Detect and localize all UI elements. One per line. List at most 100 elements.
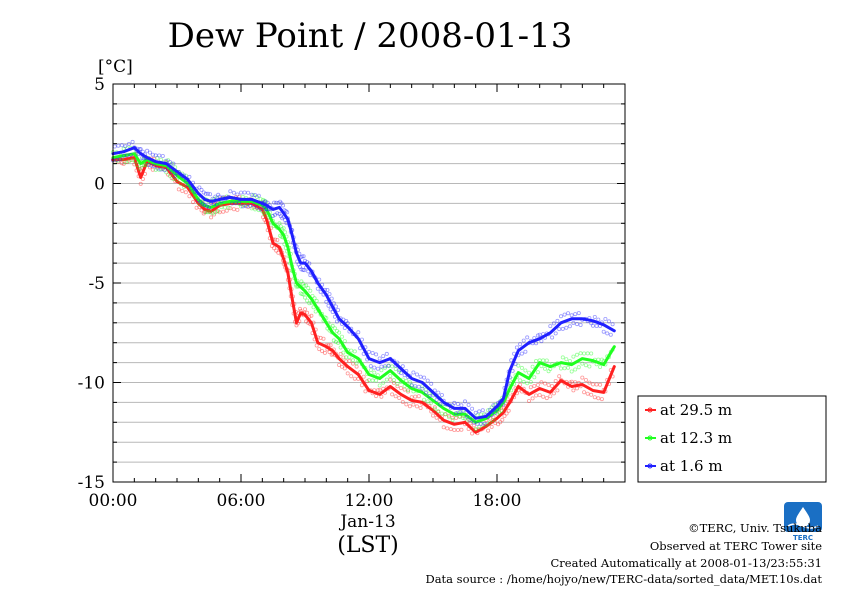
x-tick-label: 12:00 (345, 491, 394, 511)
series-sample-point (544, 396, 549, 401)
series-sample-point (338, 351, 343, 356)
series-sample-point (569, 369, 574, 374)
series-sample-point (235, 192, 240, 197)
x-tick-labels: 00:00 06:00 12:00 18:00 (89, 491, 522, 511)
series-sample-point (211, 212, 216, 217)
series-sample-point (158, 157, 163, 162)
series-sample-point (407, 380, 412, 385)
series-sample-point (382, 364, 387, 369)
series-sample-point (379, 394, 384, 399)
series-sample-point (299, 279, 304, 284)
series-sample-point (305, 298, 310, 303)
series-sample-point (569, 379, 574, 384)
series-sample-point (406, 388, 411, 393)
chart-title: Dew Point / 2008-01-13 (168, 16, 573, 56)
series-sample-point (249, 206, 254, 211)
series-sample-point (434, 397, 439, 402)
x-tick-label: 00:00 (89, 491, 138, 511)
series-sample-point (491, 414, 496, 419)
series-sample-point (445, 426, 450, 431)
series-sample-point (149, 163, 154, 168)
series-sample-point (127, 159, 132, 164)
series-sample-point (436, 409, 441, 414)
series-sample-point (285, 210, 290, 215)
series-sample-point (525, 381, 530, 386)
series-sample-point (470, 406, 475, 411)
series-sample-point (354, 361, 359, 366)
series-sample-point (315, 286, 320, 291)
series-sample-point (388, 373, 393, 378)
series-sample-point (274, 248, 279, 253)
series-sample-point (321, 336, 326, 341)
series-sample-point (317, 347, 322, 352)
series-sample-point (388, 377, 393, 382)
y-tick-label: -10 (78, 374, 105, 394)
series-sample-point (277, 221, 282, 226)
series-sample-point (146, 162, 151, 167)
series-sample-point (411, 402, 416, 407)
series-sample-point (125, 153, 130, 158)
series-sample-point (543, 381, 548, 386)
series-sample-point (307, 301, 312, 306)
series-sample-point (164, 170, 169, 175)
series-sample-point (429, 381, 434, 386)
series-sample-point (598, 364, 603, 369)
series-sample-point (297, 264, 302, 269)
series-sample-point (553, 378, 558, 383)
series-sample-point (544, 358, 549, 363)
series-sample-point (226, 205, 231, 210)
series-sample-point (477, 409, 482, 414)
series-sample-point (370, 350, 375, 355)
series-sample-point (183, 190, 188, 195)
series-sample-point (354, 364, 359, 369)
series-sample-point (471, 420, 476, 425)
axis-ticks (112, 83, 626, 483)
series-sample-point (341, 350, 346, 355)
series-sample-point (349, 348, 354, 353)
x-tick-label: 06:00 (217, 491, 266, 511)
series-sample-point (254, 205, 259, 210)
series-sample-point (318, 289, 323, 294)
series-sample-point (368, 364, 373, 369)
series-sample-point (550, 384, 555, 389)
series-sample-point (541, 358, 546, 363)
series-sample-point (302, 268, 307, 273)
series-sample-point (480, 408, 485, 413)
series-sample-point (205, 210, 210, 215)
series-sample-point (466, 402, 471, 407)
series-sample-point (147, 150, 152, 155)
series-sample-point (390, 392, 395, 397)
series-sample-point (187, 194, 192, 199)
series-sample-point (486, 408, 491, 413)
series-sample-point (119, 143, 124, 148)
series-sample-point (459, 403, 464, 408)
series-sample-point (569, 313, 574, 318)
series-sample-point (393, 366, 398, 371)
series-sample-point (304, 319, 309, 324)
series-sample-point (242, 203, 247, 208)
series-sample-point (263, 199, 268, 204)
series-sample-point (420, 384, 425, 389)
series-sample-point (213, 194, 218, 199)
series-sample-point (174, 177, 179, 182)
series-sample-point (112, 144, 117, 149)
series-sample-point (372, 365, 377, 370)
series-sample-point (318, 335, 323, 340)
series-sample-point (506, 408, 511, 413)
series-sample-point (314, 343, 319, 348)
series-sample-point (278, 233, 283, 238)
series-sample-point (275, 211, 280, 216)
series-sample-point (328, 343, 333, 348)
series-sample-point (153, 167, 158, 172)
series-sample-point (256, 208, 261, 213)
series-sample-point (414, 404, 419, 409)
series-sample-point (251, 203, 256, 208)
series-sample-point (587, 380, 592, 385)
series-sample-point (518, 342, 523, 347)
legend-marker (647, 435, 653, 441)
series-sample-point (446, 413, 451, 418)
series-sample-point (454, 415, 459, 420)
series-sample-point (233, 201, 238, 206)
series-sample-point (301, 292, 306, 297)
series-sample-point (605, 331, 610, 336)
